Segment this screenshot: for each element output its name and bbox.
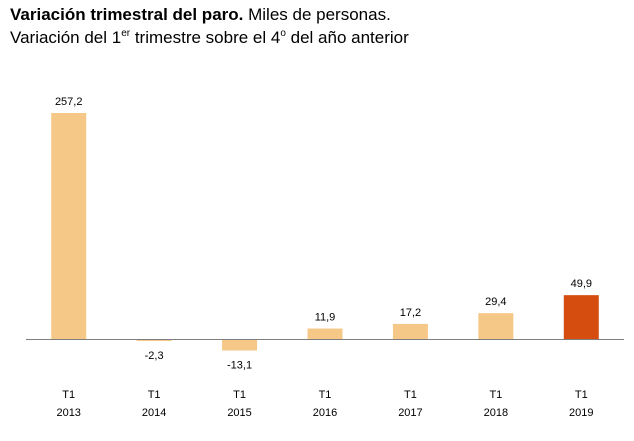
bar <box>136 339 172 342</box>
subtitle-part-1: Variación del 1 <box>10 28 122 47</box>
bar <box>51 113 87 339</box>
subtitle-sup-2: o <box>280 28 286 39</box>
bar-value-label: 29,4 <box>485 296 506 308</box>
bar <box>392 323 428 339</box>
bar-value-label: 11,9 <box>315 312 336 324</box>
x-tick-label: 2013 <box>56 407 80 419</box>
x-tick-label: 2018 <box>484 407 508 419</box>
x-tick-label: T1 <box>62 389 75 401</box>
bar <box>563 295 599 339</box>
x-tick-label: 2014 <box>142 407 166 419</box>
x-tick-label: T1 <box>319 389 332 401</box>
bar <box>478 313 514 339</box>
chart-title-bold: Variación trimestral del paro. <box>10 5 244 24</box>
x-tick-label: T1 <box>404 389 417 401</box>
x-tick-label: T1 <box>148 389 161 401</box>
bar-value-label: -2,3 <box>145 350 164 362</box>
chart-title: Variación trimestral del paro. Miles de … <box>10 4 391 25</box>
x-tick-label: T1 <box>575 389 588 401</box>
x-tick-label: T1 <box>489 389 502 401</box>
x-tick-label: 2019 <box>569 407 593 419</box>
bar-value-label: 49,9 <box>571 278 592 290</box>
bar-value-label: -13,1 <box>227 360 252 372</box>
x-tick-label: T1 <box>233 389 246 401</box>
chart-title-rest: Miles de personas. <box>248 5 391 24</box>
x-tick-label: 2015 <box>227 407 251 419</box>
x-tick-label: 2017 <box>398 407 422 419</box>
chart-subtitle: Variación del 1er trimestre sobre el 4o … <box>10 27 409 48</box>
x-tick-label: 2016 <box>313 407 337 419</box>
bar <box>222 339 258 351</box>
bar-value-label: 17,2 <box>400 307 421 319</box>
bar-value-label: 257,2 <box>55 96 83 108</box>
subtitle-sup-1: er <box>121 28 131 39</box>
bar <box>307 328 343 339</box>
subtitle-part-3: del año anterior <box>285 28 409 47</box>
subtitle-part-2: trimestre sobre el 4 <box>130 28 281 47</box>
